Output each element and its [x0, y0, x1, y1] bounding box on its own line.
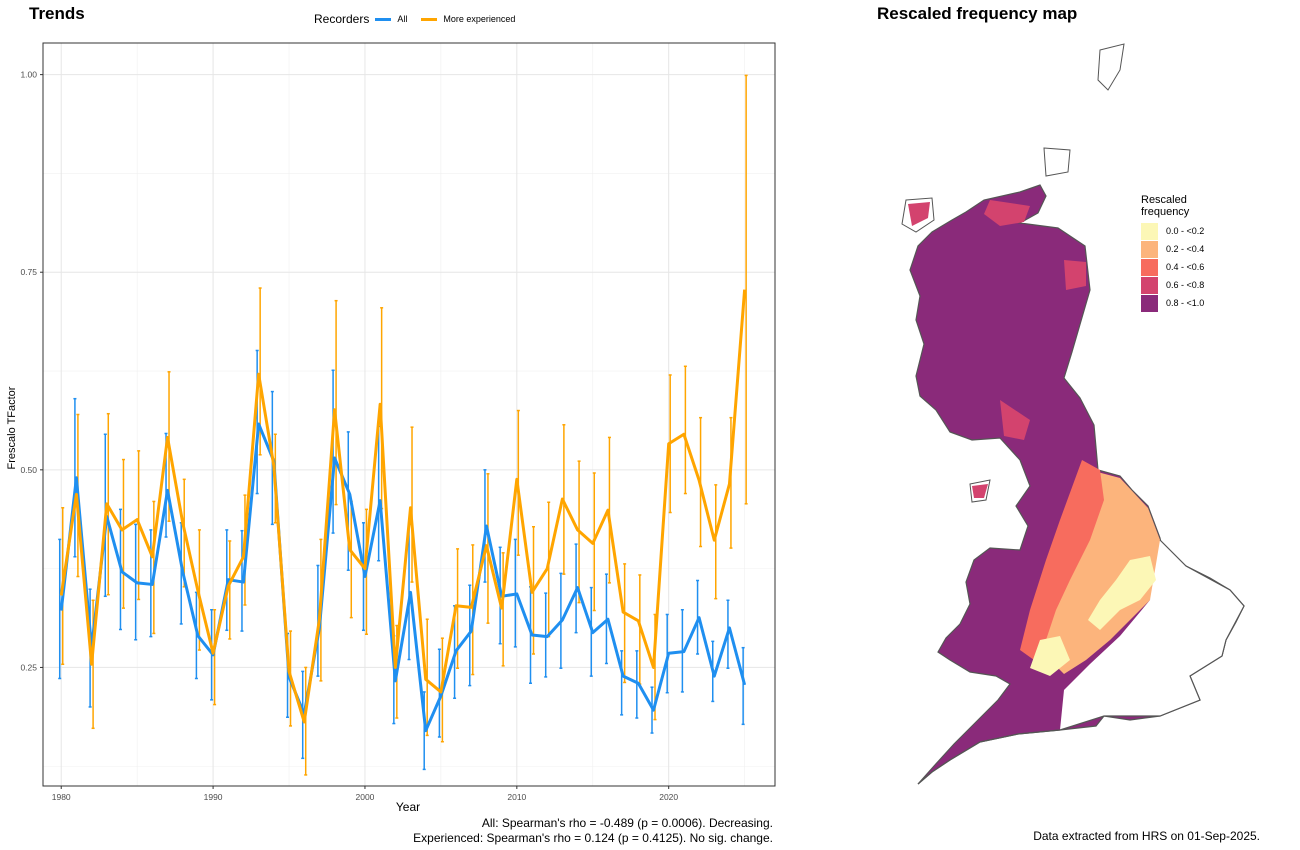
map-legend-item: 0.2 - <0.4 [1141, 240, 1204, 258]
legend-label-all: All [397, 14, 408, 24]
x-tick-label: 1990 [204, 792, 223, 802]
map-legend-title-line1: Rescaled [1141, 194, 1187, 206]
stats-line-experienced: Experienced: Spearman's rho = 0.124 (p =… [413, 831, 773, 845]
map-southeast-zone [1060, 540, 1244, 730]
y-tick-label: 1.00 [20, 70, 37, 80]
data-extract-note: Data extracted from HRS on 01-Sep-2025. [1033, 829, 1260, 843]
legend-swatch-label: 0.4 - <0.6 [1166, 262, 1205, 272]
legend-swatch [1141, 240, 1158, 258]
x-tick-label: 2010 [507, 792, 526, 802]
map-title: Rescaled frequency map [877, 4, 1078, 23]
x-tick-label: 2000 [355, 792, 374, 802]
legend-title: Recorders [314, 12, 370, 26]
x-tick-label: 1980 [52, 792, 71, 802]
recorders-legend: Recorders All More experienced [314, 12, 515, 26]
map-legend-item: 0.0 - <0.2 [1141, 222, 1204, 240]
map-southeast-coast [917, 539, 1245, 785]
legend-swatch-label: 0.0 - <0.2 [1166, 226, 1205, 236]
x-axis-label: Year [396, 800, 420, 814]
y-tick-label: 0.75 [20, 267, 37, 277]
x-tick-label: 2020 [659, 792, 678, 802]
y-tick-label: 0.50 [20, 465, 37, 475]
map-pale-patches [1030, 556, 1156, 676]
y-axis-label: Frescalo TFactor [6, 386, 18, 469]
map-east-low-frequency-zone [1040, 470, 1168, 674]
trends-title: Trends [29, 4, 85, 23]
legend-swatch [1141, 222, 1158, 240]
series-line-all [59, 422, 747, 733]
legend-key-experienced [421, 17, 438, 21]
rescaled-frequency-map [901, 43, 1245, 785]
legend-swatch [1141, 258, 1158, 276]
stats-line-all: All: Spearman's rho = -0.489 (p = 0.0006… [481, 816, 773, 830]
y-tick-label: 0.25 [20, 662, 37, 672]
legend-swatch-label: 0.6 - <0.8 [1166, 280, 1205, 290]
map-mid-zone [1020, 460, 1104, 660]
spearman-stats: All: Spearman's rho = -0.489 (p = 0.0006… [413, 816, 773, 846]
series-line-more-experienced [59, 289, 747, 724]
legend-key-all [375, 17, 392, 21]
plot-panel-border [42, 42, 776, 787]
legend-swatch-label: 0.2 - <0.4 [1166, 244, 1205, 254]
legend-swatch-label: 0.8 - <1.0 [1166, 298, 1205, 308]
legend-swatch [1141, 294, 1158, 312]
map-legend: Rescaled frequency 0.0 - <0.2 0.2 - <0.4… [1141, 194, 1204, 312]
map-legend-item: 0.8 - <1.0 [1141, 294, 1204, 312]
map-legend-item: 0.4 - <0.6 [1141, 258, 1204, 276]
legend-swatch [1141, 276, 1158, 294]
map-islands [901, 43, 1125, 503]
map-legend-item: 0.6 - <0.8 [1141, 276, 1204, 294]
map-legend-title-line2: frequency [1141, 206, 1190, 218]
legend-label-experienced: More experienced [443, 14, 516, 24]
map-legend-title: Rescaled frequency [1141, 194, 1204, 218]
